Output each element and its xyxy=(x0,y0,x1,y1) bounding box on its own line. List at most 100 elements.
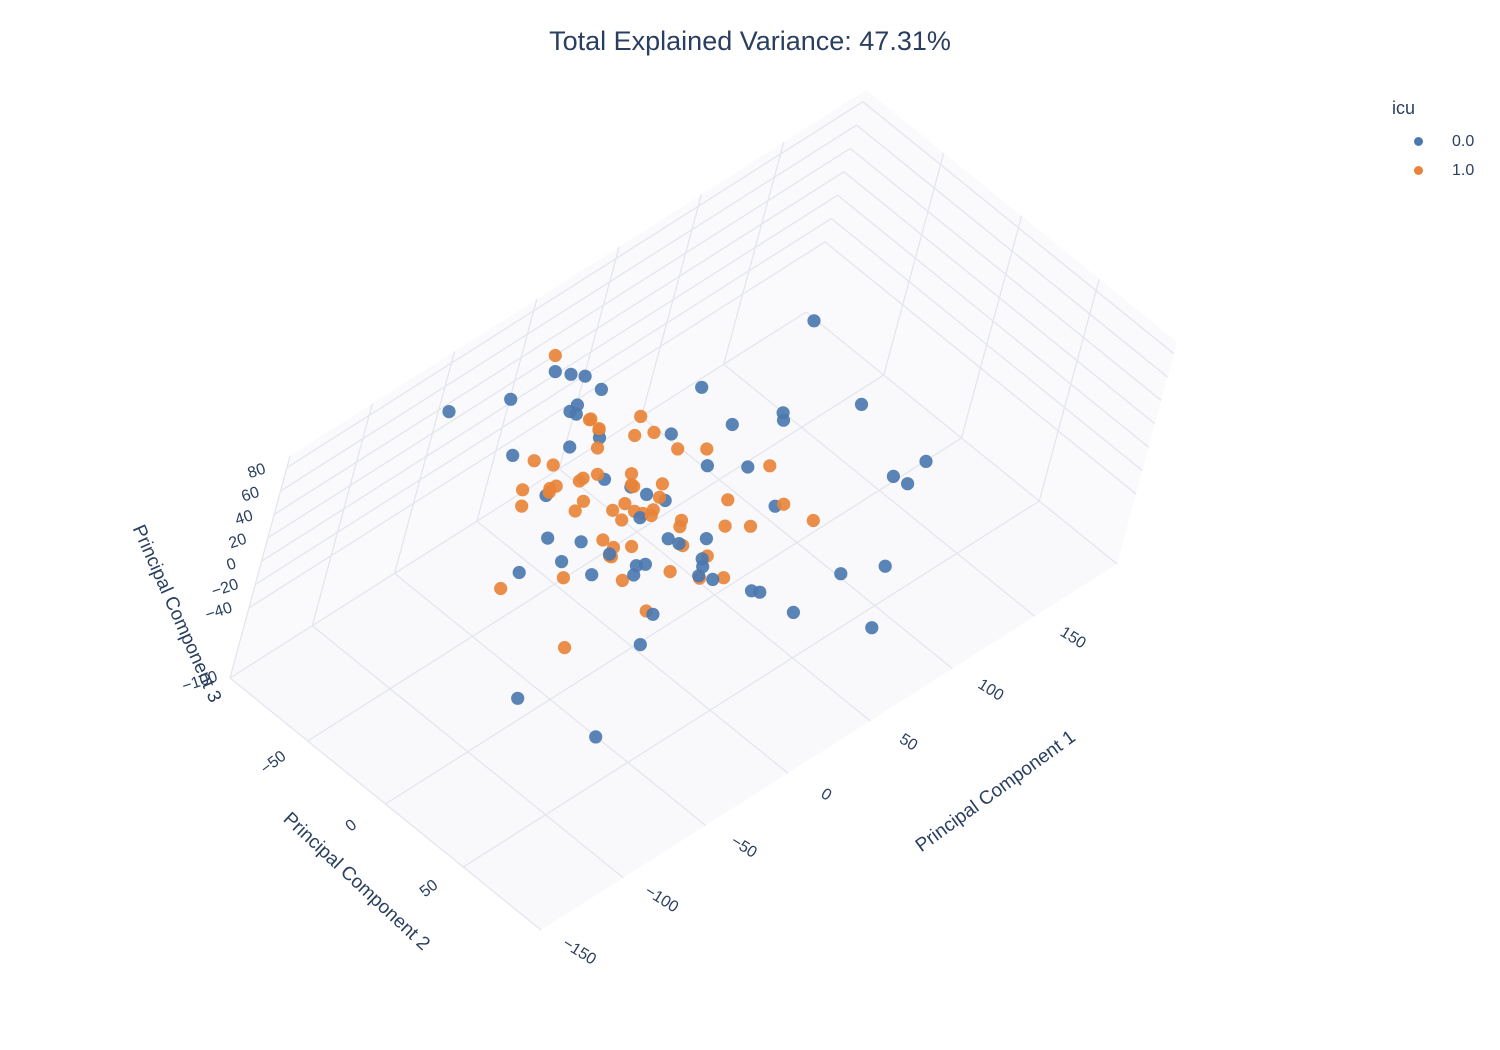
data-point-series-0[interactable] xyxy=(541,531,555,545)
data-point-series-1[interactable] xyxy=(606,503,620,517)
tick-label-y: 0 xyxy=(343,816,361,835)
data-point-series-1[interactable] xyxy=(717,571,731,585)
data-point-series-1[interactable] xyxy=(618,497,632,511)
grid-line-x xyxy=(476,298,538,522)
data-point-series-0[interactable] xyxy=(594,382,609,396)
data-point-series-1[interactable] xyxy=(516,483,530,497)
data-point-series-0[interactable] xyxy=(901,477,915,491)
data-point-series-1[interactable] xyxy=(527,454,541,468)
grid-line-x xyxy=(640,194,703,417)
back-wall-left xyxy=(230,90,866,678)
data-point-series-0[interactable] xyxy=(725,417,739,432)
data-point-series-0[interactable] xyxy=(776,406,790,420)
data-point-series-0[interactable] xyxy=(633,638,647,652)
data-point-series-0[interactable] xyxy=(744,584,759,598)
data-point-series-1[interactable] xyxy=(763,459,777,473)
data-point-series-0[interactable] xyxy=(585,568,599,582)
data-point-series-0[interactable] xyxy=(563,440,577,454)
data-point-series-1[interactable] xyxy=(671,442,685,456)
data-point-series-0[interactable] xyxy=(886,469,901,483)
data-point-series-0[interactable] xyxy=(548,365,562,379)
data-point-series-1[interactable] xyxy=(568,504,582,518)
data-point-series-0[interactable] xyxy=(512,565,526,580)
data-point-series-0[interactable] xyxy=(574,535,588,549)
data-point-series-0[interactable] xyxy=(506,448,520,462)
tick-label-x: 50 xyxy=(896,731,920,755)
data-point-series-1[interactable] xyxy=(546,458,560,472)
data-point-series-1[interactable] xyxy=(700,442,714,456)
data-point-series-0[interactable] xyxy=(633,511,647,525)
data-point-series-0[interactable] xyxy=(919,454,933,468)
data-point-series-0[interactable] xyxy=(661,532,675,546)
data-point-series-1[interactable] xyxy=(576,494,591,508)
data-point-series-1[interactable] xyxy=(615,573,630,588)
data-point-series-1[interactable] xyxy=(718,519,732,533)
data-point-series-0[interactable] xyxy=(807,314,821,328)
data-point-series-0[interactable] xyxy=(834,567,848,581)
data-point-series-1[interactable] xyxy=(628,428,642,443)
data-point-series-1[interactable] xyxy=(655,477,670,491)
data-point-series-0[interactable] xyxy=(692,569,706,583)
data-point-series-0[interactable] xyxy=(589,730,603,744)
data-point-series-0[interactable] xyxy=(699,532,714,546)
data-point-series-1[interactable] xyxy=(590,467,605,481)
data-point-series-1[interactable] xyxy=(592,422,606,436)
data-point-series-1[interactable] xyxy=(625,539,639,554)
data-point-series-0[interactable] xyxy=(741,460,755,474)
data-point-series-1[interactable] xyxy=(584,412,598,426)
data-point-series-1[interactable] xyxy=(556,571,571,585)
data-point-series-0[interactable] xyxy=(442,405,456,419)
data-point-series-0[interactable] xyxy=(865,621,879,635)
grid-line-z xyxy=(273,147,851,515)
data-point-series-1[interactable] xyxy=(777,497,791,511)
data-point-series-1[interactable] xyxy=(743,519,758,533)
data-point-series-1[interactable] xyxy=(590,441,605,455)
data-point-series-1[interactable] xyxy=(647,425,661,439)
data-point-series-1[interactable] xyxy=(572,474,587,488)
data-point-series-0[interactable] xyxy=(578,369,592,383)
data-point-series-0[interactable] xyxy=(564,367,578,381)
data-point-series-0[interactable] xyxy=(603,547,617,561)
data-point-series-1[interactable] xyxy=(627,479,641,493)
data-point-series-0[interactable] xyxy=(555,555,569,569)
axis-title-x: Principal Component 1 xyxy=(912,727,1080,857)
data-point-series-0[interactable] xyxy=(854,397,869,411)
data-point-series-1[interactable] xyxy=(721,493,735,507)
data-point-series-1[interactable] xyxy=(549,479,563,493)
data-point-series-1[interactable] xyxy=(615,513,629,527)
data-point-series-1[interactable] xyxy=(644,508,658,523)
legend-item-0[interactable]: 0.0 xyxy=(1392,127,1492,156)
data-point-series-0[interactable] xyxy=(563,404,577,419)
tick-label-z: −20 xyxy=(210,576,241,601)
tick-label-z: 80 xyxy=(246,461,268,483)
data-point-series-1[interactable] xyxy=(515,499,529,513)
data-point-series-0[interactable] xyxy=(511,691,525,705)
data-point-series-1[interactable] xyxy=(596,533,610,547)
data-point-series-1[interactable] xyxy=(674,513,689,527)
data-point-series-0[interactable] xyxy=(695,380,709,394)
tick-label-y: 50 xyxy=(417,877,442,901)
data-point-series-0[interactable] xyxy=(627,568,641,582)
data-point-series-0[interactable] xyxy=(672,537,686,551)
data-point-series-1[interactable] xyxy=(494,581,508,596)
data-point-series-1[interactable] xyxy=(652,490,667,504)
data-point-series-1[interactable] xyxy=(624,467,639,481)
data-point-series-1[interactable] xyxy=(806,513,820,528)
data-point-series-0[interactable] xyxy=(786,605,801,620)
data-point-series-0[interactable] xyxy=(646,607,660,621)
legend-item-1[interactable]: 1.0 xyxy=(1392,156,1492,185)
tick-label-x: −50 xyxy=(728,833,760,862)
data-point-series-0[interactable] xyxy=(878,559,892,573)
data-point-series-1[interactable] xyxy=(663,565,677,579)
data-point-series-0[interactable] xyxy=(700,459,715,473)
data-point-series-0[interactable] xyxy=(706,572,720,587)
data-point-series-0[interactable] xyxy=(504,392,518,406)
data-point-series-1[interactable] xyxy=(548,348,562,363)
grid-line-z xyxy=(805,311,1118,565)
data-point-series-0[interactable] xyxy=(664,427,678,441)
data-point-series-1[interactable] xyxy=(634,409,648,423)
data-point-series-1[interactable] xyxy=(558,641,572,655)
data-point-series-0[interactable] xyxy=(640,487,654,501)
